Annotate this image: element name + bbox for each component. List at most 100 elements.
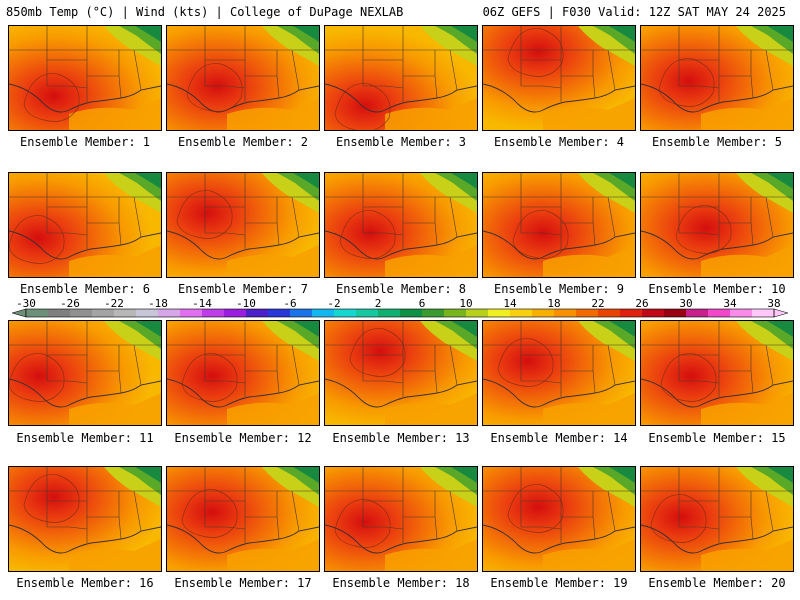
- temperature-map: [325, 321, 477, 425]
- colorbar-tick-label: 22: [591, 297, 605, 310]
- ensemble-member-caption: Ensemble Member: 1: [19, 135, 151, 149]
- colorbar-swatch: [400, 309, 423, 317]
- temperature-map: [9, 321, 161, 425]
- temperature-map: [483, 173, 635, 277]
- ensemble-member-caption: Ensemble Member: 6: [19, 282, 151, 296]
- colorbar-swatch: [576, 309, 599, 317]
- temperature-map: [483, 467, 635, 571]
- temperature-map: [167, 173, 319, 277]
- ensemble-member-caption: Ensemble Member: 13: [332, 431, 470, 445]
- colorbar-swatch: [290, 309, 313, 317]
- colorbar-tick-label: 38: [767, 297, 781, 310]
- ensemble-map-panel: [482, 466, 636, 572]
- colorbar-swatch: [312, 309, 335, 317]
- ensemble-map-panel: [8, 466, 162, 572]
- colorbar-swatch: [598, 309, 621, 317]
- temperature-map: [641, 26, 793, 130]
- ensemble-map-panel: [324, 25, 478, 131]
- colorbar-swatch: [620, 309, 643, 317]
- colorbar-swatch: [532, 309, 555, 317]
- ensemble-member-caption: Ensemble Member: 18: [332, 576, 470, 590]
- temperature-map: [325, 173, 477, 277]
- colorbar-swatch: [466, 309, 489, 317]
- colorbar-tick-label: 30: [679, 297, 693, 310]
- ensemble-member-caption: Ensemble Member: 3: [335, 135, 467, 149]
- ensemble-map-panel: [324, 320, 478, 426]
- ensemble-member-caption: Ensemble Member: 16: [16, 576, 154, 590]
- colorbar-swatch: [70, 309, 93, 317]
- ensemble-map-panel: [166, 320, 320, 426]
- ensemble-member-caption: Ensemble Member: 10: [648, 282, 786, 296]
- ensemble-map-panel: [324, 172, 478, 278]
- ensemble-member-caption: Ensemble Member: 12: [174, 431, 312, 445]
- colorbar-swatch: [752, 309, 775, 317]
- ensemble-member-caption: Ensemble Member: 11: [16, 431, 154, 445]
- temperature-map: [9, 26, 161, 130]
- temperature-map: [9, 467, 161, 571]
- colorbar-swatch: [356, 309, 379, 317]
- ensemble-member-caption: Ensemble Member: 19: [490, 576, 628, 590]
- colorbar-tick-label: 6: [418, 297, 426, 310]
- header-valid-time: 06Z GEFS | F030 Valid: 12Z SAT MAY 24 20…: [482, 5, 786, 19]
- ensemble-map-panel: [8, 25, 162, 131]
- colorbar-swatch: [510, 309, 533, 317]
- ensemble-map-panel: [482, 25, 636, 131]
- colorbar-swatch: [48, 309, 71, 317]
- temperature-map: [325, 26, 477, 130]
- colorbar-swatch: [114, 309, 137, 317]
- temperature-map: [167, 26, 319, 130]
- colorbar-outline: [25, 308, 775, 318]
- colorbar-swatch: [444, 309, 467, 317]
- ensemble-member-caption: Ensemble Member: 7: [177, 282, 309, 296]
- colorbar-swatch: [202, 309, 225, 317]
- ensemble-map-panel: [8, 320, 162, 426]
- ensemble-member-caption: Ensemble Member: 5: [651, 135, 783, 149]
- temperature-map: [483, 26, 635, 130]
- temperature-map: [167, 467, 319, 571]
- ensemble-member-caption: Ensemble Member: 2: [177, 135, 309, 149]
- colorbar-swatch: [686, 309, 709, 317]
- colorbar-tick-label: -2: [327, 297, 341, 310]
- ensemble-map-panel: [166, 466, 320, 572]
- colorbar-swatch: [378, 309, 401, 317]
- colorbar-swatch: [246, 309, 269, 317]
- colorbar-swatch: [554, 309, 577, 317]
- ensemble-member-caption: Ensemble Member: 15: [648, 431, 786, 445]
- ensemble-map-panel: [324, 466, 478, 572]
- colorbar-swatch: [268, 309, 291, 317]
- colorbar-tick-label: 2: [374, 297, 382, 310]
- ensemble-map-panel: [640, 320, 794, 426]
- colorbar-swatch: [334, 309, 357, 317]
- temperature-map: [167, 321, 319, 425]
- colorbar-swatch: [664, 309, 687, 317]
- temperature-map: [641, 321, 793, 425]
- ensemble-map-panel: [482, 172, 636, 278]
- temperature-map: [9, 173, 161, 277]
- colorbar-tick-label: 18: [547, 297, 561, 310]
- colorbar-tick-label: -10: [236, 297, 256, 310]
- colorbar-swatch: [708, 309, 731, 317]
- ensemble-map-panel: [166, 172, 320, 278]
- colorbar-tick-label: -22: [104, 297, 124, 310]
- ensemble-map-panel: [640, 25, 794, 131]
- colorbar-tick-label: 34: [723, 297, 737, 310]
- temperature-map: [325, 467, 477, 571]
- colorbar-tick-label: -18: [148, 297, 168, 310]
- colorbar-tick-label: 14: [503, 297, 517, 310]
- colorbar-swatch: [158, 309, 181, 317]
- ensemble-member-caption: Ensemble Member: 20: [648, 576, 786, 590]
- colorbar-tick-label: -26: [60, 297, 80, 310]
- colorbar-swatch: [422, 309, 445, 317]
- colorbar-tick-label: -6: [283, 297, 297, 310]
- colorbar-swatch: [180, 309, 203, 317]
- colorbar-swatch: [642, 309, 665, 317]
- ensemble-member-caption: Ensemble Member: 4: [493, 135, 625, 149]
- colorbar-swatch: [488, 309, 511, 317]
- colorbar-swatch: [136, 309, 159, 317]
- temperature-map: [641, 467, 793, 571]
- ensemble-map-panel: [8, 172, 162, 278]
- ensemble-map-panel: [640, 172, 794, 278]
- ensemble-map-panel: [166, 25, 320, 131]
- temperature-map: [483, 321, 635, 425]
